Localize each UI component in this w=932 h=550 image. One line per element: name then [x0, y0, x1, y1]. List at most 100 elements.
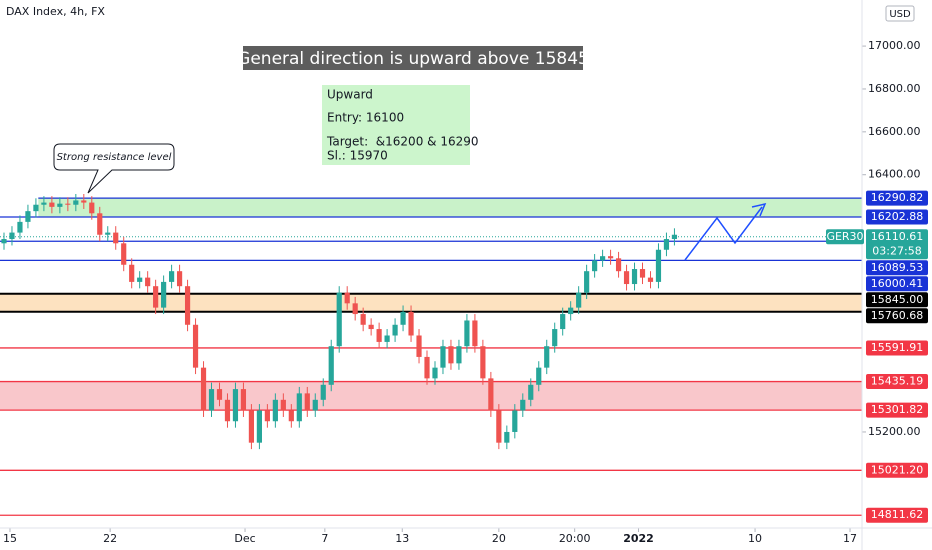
candle-body	[73, 200, 79, 205]
candle-body	[584, 271, 590, 293]
candle-body	[105, 232, 111, 235]
price-tag-text: 15301.82	[871, 403, 924, 416]
candle-body	[456, 346, 462, 364]
price-tag-text: 16089.53	[871, 261, 924, 274]
x-tick-label: 22	[103, 532, 117, 545]
candle-body	[568, 307, 574, 315]
candle-body	[528, 384, 534, 400]
currency-box	[885, 5, 915, 22]
candle-body	[192, 324, 199, 368]
x-tick-label: Dec	[234, 532, 255, 545]
x-tick-label: 2022	[623, 532, 654, 545]
price-tag-text: 16290.82	[871, 191, 924, 204]
candle-body	[552, 329, 558, 347]
y-tick-label: 16800.00	[868, 82, 921, 95]
price-labels: 17000.00 16800.00 16600.00 16400.00 15200.00…	[3, 39, 928, 545]
candle-body	[113, 232, 119, 244]
candle-body	[97, 213, 103, 235]
candle-body	[376, 329, 382, 342]
price-tag	[866, 190, 928, 206]
price-tag-text: 15845.00	[871, 293, 924, 306]
candle-body	[464, 320, 470, 347]
candle-body	[272, 399, 278, 422]
candle-body	[57, 203, 63, 207]
price-tag-text: 16000.41	[871, 277, 924, 290]
candle-body	[17, 221, 23, 233]
candle-body	[424, 356, 430, 379]
candle-body	[1, 239, 7, 244]
candle-body	[352, 303, 358, 315]
candle-body	[560, 314, 566, 330]
candle-body	[408, 311, 414, 336]
candle-body	[65, 203, 71, 205]
candle-body	[49, 202, 55, 207]
zone	[0, 381, 862, 411]
symbol-tag-text: GER30	[826, 230, 863, 243]
y-tick-label: 16400.00	[868, 168, 921, 181]
price-tag	[866, 229, 928, 260]
candle-body	[224, 399, 231, 422]
candle-body	[256, 410, 262, 443]
candle-body	[360, 314, 366, 325]
candle-body	[89, 202, 95, 214]
candle-body	[161, 281, 167, 308]
candle-body	[153, 286, 159, 308]
zone	[0, 293, 862, 312]
note-line: Sl.: 15970	[327, 149, 388, 163]
candle-body	[264, 410, 270, 422]
candle-body	[615, 258, 622, 272]
candle-body	[248, 410, 255, 443]
price-tag	[866, 292, 928, 308]
candle-body	[607, 256, 614, 259]
x-tick-label: 17	[843, 532, 857, 545]
candles	[1, 194, 678, 450]
y-tick-label: 17000.00	[868, 39, 921, 52]
candle-body	[129, 264, 135, 282]
candle-body	[208, 389, 215, 411]
candle-body	[280, 399, 286, 411]
levels	[0, 45, 866, 532]
candle-body	[288, 410, 294, 422]
x-tick-label: 20	[492, 532, 506, 545]
price-tag	[866, 209, 928, 225]
currency: USD	[889, 9, 911, 20]
candle-body	[304, 393, 310, 411]
candle-body	[520, 399, 526, 411]
x-tick-label: 20:00	[559, 532, 591, 545]
x-tick-label: 10	[748, 532, 762, 545]
title-box	[243, 46, 583, 70]
candle-body	[480, 346, 486, 379]
candle-body	[9, 232, 15, 240]
x-tick-label: 7	[321, 532, 328, 545]
note-line: Upward	[327, 88, 373, 102]
candle-body	[25, 211, 31, 222]
price-tag-text: 16110.61	[871, 230, 924, 243]
countdown: 03:27:58	[872, 244, 921, 257]
symbol: DAX Index, 4h, FX	[6, 5, 105, 18]
candle-body	[504, 431, 510, 443]
note-box	[322, 85, 470, 165]
candle-body	[647, 277, 654, 282]
price-tag-text: 15021.20	[871, 463, 924, 476]
zone	[38, 198, 863, 217]
candle-body	[623, 271, 630, 285]
y-tick-label: 16600.00	[868, 125, 921, 138]
candle-body	[176, 271, 183, 287]
candle-body	[344, 292, 350, 304]
price-tag-text: 15760.68	[871, 309, 924, 322]
price-tag-text: 15591.91	[871, 341, 924, 354]
candle-body	[512, 410, 518, 432]
candle-body	[576, 292, 582, 308]
candle-body	[655, 249, 662, 282]
callout-box	[53, 143, 175, 194]
price-tag	[866, 462, 928, 478]
candle-body	[121, 243, 127, 265]
price-tag	[866, 374, 928, 390]
candle-body	[41, 202, 47, 205]
candle-body	[592, 260, 598, 272]
candle-body	[663, 239, 670, 250]
candle-body	[600, 256, 606, 261]
candle-body	[448, 346, 454, 364]
note-line: Entry: 16100	[327, 111, 404, 125]
candle-body	[184, 286, 191, 325]
